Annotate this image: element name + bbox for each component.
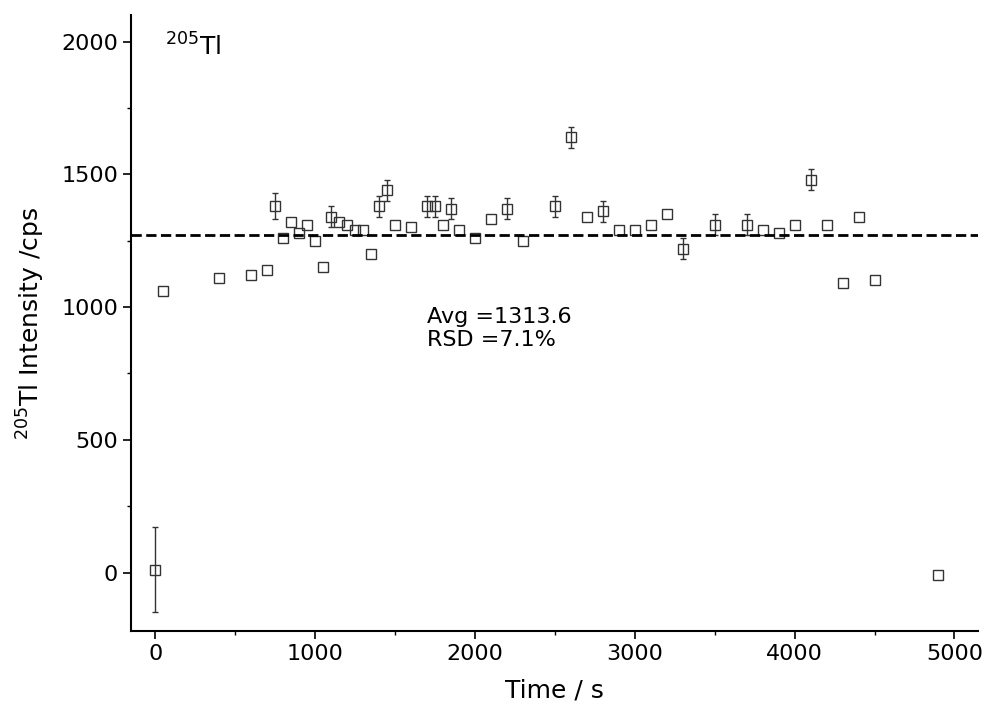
X-axis label: Time / s: Time / s bbox=[505, 678, 604, 702]
Text: $^{205}$Tl: $^{205}$Tl bbox=[165, 34, 221, 61]
Text: Avg =1313.6
RSD =7.1%: Avg =1313.6 RSD =7.1% bbox=[427, 307, 572, 350]
Y-axis label: $^{205}$Tl Intensity /cps: $^{205}$Tl Intensity /cps bbox=[15, 206, 47, 440]
